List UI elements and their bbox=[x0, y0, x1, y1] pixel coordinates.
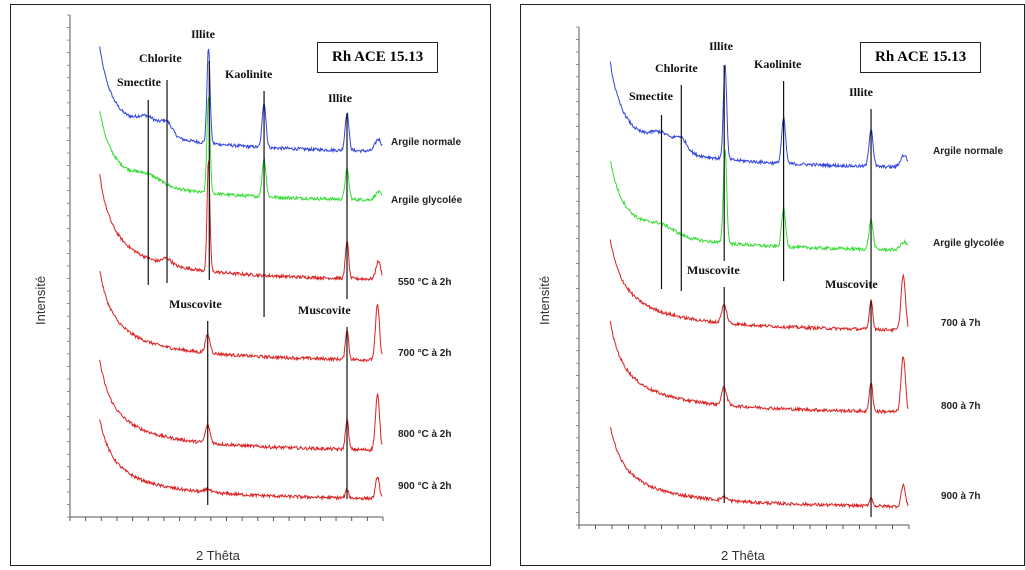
mineral-label-muscovite: Muscovite bbox=[687, 263, 740, 277]
mineral-label-illite-2: Illite bbox=[328, 91, 352, 105]
series-line bbox=[609, 426, 909, 510]
series-label-argile-glycolee: Argile glycolée bbox=[933, 238, 1005, 249]
mineral-label-muscovite-2: Muscovite bbox=[298, 303, 351, 317]
mineral-label-illite: Illite bbox=[709, 39, 733, 53]
y-axis-label-left: Intensité bbox=[33, 275, 48, 325]
mineral-label-muscovite-2: Muscovite bbox=[825, 277, 878, 291]
mineral-label-smectite: Smectite bbox=[117, 75, 161, 89]
series-label-550: 550 °C à 2h bbox=[398, 277, 452, 288]
xrd-plot-left bbox=[67, 14, 384, 521]
series-line bbox=[609, 149, 908, 253]
y-axis-label-right: Intensité bbox=[537, 275, 552, 325]
series-line bbox=[99, 419, 383, 502]
xrd-plot-right bbox=[576, 26, 910, 529]
sample-label-right: Rh ACE 15.13 bbox=[860, 42, 982, 73]
series-label-argile-normale: Argile normale bbox=[391, 137, 462, 148]
mineral-label-chlorite: Chlorite bbox=[655, 61, 698, 75]
series-label-900: 900 °C à 2h bbox=[398, 481, 452, 492]
mineral-label-chlorite: Chlorite bbox=[139, 51, 182, 65]
mineral-label-kaolinite: Kaolinite bbox=[225, 67, 273, 81]
mineral-label-illite-2: Illite bbox=[849, 85, 873, 99]
series-line bbox=[609, 320, 909, 415]
x-axis-label-right: 2 Thêta bbox=[721, 548, 765, 563]
series-line bbox=[609, 61, 909, 170]
series-label-argile-normale: Argile normale bbox=[933, 146, 1004, 157]
mineral-label-smectite: Smectite bbox=[629, 89, 673, 103]
series-line bbox=[609, 239, 909, 333]
xrd-chart-left: Intensité 2 Thêta Rh ACE 15.13 Smectite … bbox=[10, 4, 491, 566]
series-label-argile-glycolee: Argile glycolée bbox=[391, 195, 463, 206]
series-line bbox=[99, 271, 383, 363]
xrd-chart-right: Intensité 2 Thêta Rh ACE 15.13 Smectite … bbox=[520, 4, 1025, 566]
series-label-700: 700 à 7h bbox=[941, 318, 981, 329]
series-label-900: 900 à 7h bbox=[941, 491, 981, 502]
sample-label-left: Rh ACE 15.13 bbox=[317, 42, 439, 73]
series-label-700: 700 °C à 2h bbox=[398, 348, 452, 359]
series-line bbox=[99, 359, 383, 453]
mineral-label-illite: Illite bbox=[191, 27, 215, 41]
series-line bbox=[99, 160, 383, 282]
series-line bbox=[99, 97, 383, 203]
series-line bbox=[99, 46, 383, 154]
series-label-800: 800 °C à 2h bbox=[398, 429, 452, 440]
mineral-label-muscovite: Muscovite bbox=[169, 297, 222, 311]
x-axis-label-left: 2 Thêta bbox=[196, 548, 240, 563]
series-label-800: 800 à 7h bbox=[941, 401, 981, 412]
mineral-label-kaolinite: Kaolinite bbox=[754, 57, 802, 71]
